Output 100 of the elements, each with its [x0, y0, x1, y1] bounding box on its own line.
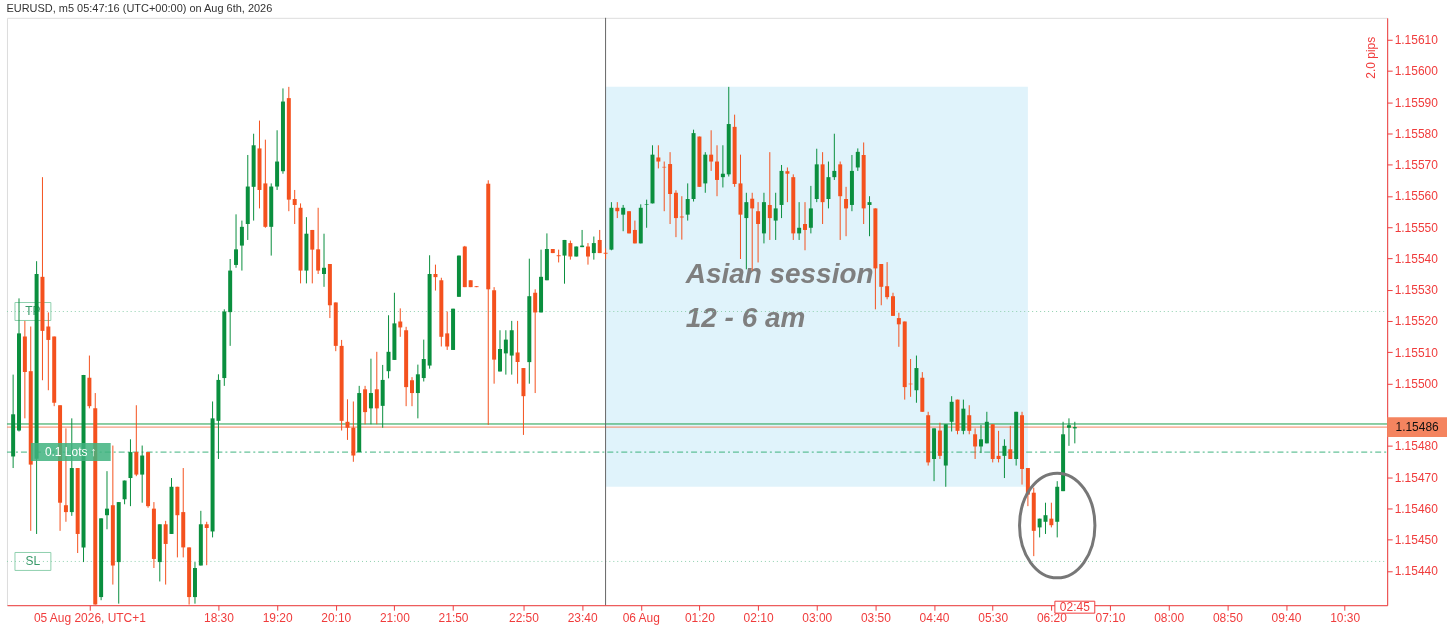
x-tick-label: 21:50 — [438, 610, 469, 625]
ref-line-label: 0.1 Lots ↑ — [44, 445, 97, 460]
x-tick-label: 10:30 — [1330, 610, 1361, 625]
candlestick — [140, 445, 145, 504]
y-tick-label: 1.15530 — [1394, 283, 1439, 298]
candlestick — [239, 220, 244, 272]
candlestick — [756, 201, 761, 263]
y-tick-label: 1.15540 — [1394, 251, 1439, 266]
candlestick — [433, 264, 438, 292]
candlestick — [973, 427, 978, 460]
candlestick — [621, 204, 626, 232]
band-label: Asian session 12 - 6 am — [684, 257, 874, 333]
candlestick — [885, 261, 890, 300]
candlestick — [808, 185, 813, 234]
candlestick — [310, 229, 315, 284]
candlestick — [374, 351, 379, 425]
y-tick-label: 1.15590 — [1394, 95, 1439, 110]
y-tick-label: 1.15480 — [1394, 439, 1439, 454]
candlestick — [644, 199, 649, 229]
x-tick-label: 03:50 — [860, 610, 892, 625]
candlestick — [867, 195, 872, 237]
x-tick-label: 08:50 — [1212, 610, 1244, 625]
candlestick — [967, 404, 972, 435]
candlestick — [709, 129, 714, 172]
y-tick-label: 1.15460 — [1394, 501, 1439, 516]
y-tick-label: 1.15500 — [1394, 376, 1439, 391]
y-tick-label: 1.15450 — [1394, 533, 1439, 548]
candlestick — [234, 213, 239, 269]
ref-line-label: SL — [25, 554, 41, 569]
x-tick-label: 19:20 — [262, 610, 293, 625]
candlestick — [914, 355, 919, 404]
chart-title: EURUSD, m5 05:47:16 (UTC+00:00) on Aug 6th, 2026 — [6, 2, 273, 15]
y-tick-label: 1.15560 — [1394, 189, 1439, 204]
x-tick-label: 06:20 — [1036, 610, 1068, 625]
candlestick — [410, 376, 414, 407]
x-tick-label: 22:50 — [508, 610, 540, 625]
y-tick-label: 1.15600 — [1394, 64, 1439, 79]
candlestick — [363, 385, 368, 425]
candlestick — [832, 133, 837, 181]
candlestick — [1066, 417, 1071, 447]
candlestick — [844, 186, 849, 237]
candlestick — [163, 520, 168, 586]
candlestick — [498, 329, 502, 372]
candlestick — [1008, 425, 1013, 460]
candlestick — [415, 364, 420, 419]
candlestick — [368, 358, 373, 425]
x-tick-label: 05 Aug 2026, UTC+1 — [33, 610, 147, 625]
candlestick — [46, 311, 51, 391]
candlestick — [204, 521, 209, 566]
x-tick-label: 18:30 — [203, 610, 235, 625]
candlestick — [292, 189, 297, 225]
candlestick — [134, 404, 139, 477]
y-tick-label: 1.15580 — [1394, 126, 1439, 141]
candlestick — [890, 292, 895, 317]
candlestick — [591, 236, 596, 261]
x-tick-label: 20:10 — [321, 610, 352, 625]
candlestick — [685, 182, 690, 222]
x-tick-label: 23:40 — [567, 610, 598, 625]
candlestick — [773, 192, 778, 241]
candlestick — [803, 201, 807, 251]
candlestick — [515, 320, 520, 385]
candlestick — [503, 329, 508, 376]
y-tick-label: 1.15520 — [1394, 314, 1439, 329]
candlestick — [996, 430, 1001, 463]
x-tick-label: 01:20 — [684, 610, 716, 625]
candlestick — [1002, 438, 1007, 479]
candlestick — [105, 470, 109, 530]
candlestick — [978, 424, 983, 454]
y-tick-label: 1.15550 — [1394, 220, 1439, 235]
x-tick-label: 21:00 — [379, 610, 411, 625]
annotation: 2.0 pips — [1364, 36, 1379, 79]
candlestick — [1049, 502, 1054, 528]
candlestick — [345, 398, 350, 441]
candlestick — [797, 201, 802, 241]
candlestick — [322, 233, 327, 288]
candlestick — [562, 239, 567, 285]
y-tick-label: 1.15570 — [1394, 158, 1439, 173]
candlestick — [585, 242, 590, 266]
y-tick-label: 1.15510 — [1394, 345, 1439, 360]
candlestick — [961, 399, 966, 435]
x-tick-label: 06 Aug — [622, 610, 660, 625]
candlestick — [603, 247, 608, 260]
candlestick — [316, 207, 321, 275]
candlestick — [826, 161, 831, 209]
y-tick-label: 1.15470 — [1394, 470, 1439, 485]
x-tick-label: 03:00 — [802, 610, 833, 625]
candlestick — [568, 240, 573, 261]
candlestick — [421, 339, 426, 382]
candlestick — [445, 311, 450, 351]
candlestick — [767, 151, 772, 241]
y-tick-label: 1.15610 — [1394, 33, 1439, 48]
x-tick-label: 05:30 — [978, 610, 1009, 625]
candlestick — [785, 166, 790, 203]
candlestick — [855, 147, 860, 172]
x-tick-label: 09:40 — [1271, 610, 1302, 625]
x-tick-label: 08:00 — [1154, 610, 1185, 625]
candlestick — [715, 144, 720, 197]
candlestick — [656, 144, 661, 169]
candlestick — [533, 288, 538, 394]
x-tick-label: 02:10 — [743, 610, 774, 625]
